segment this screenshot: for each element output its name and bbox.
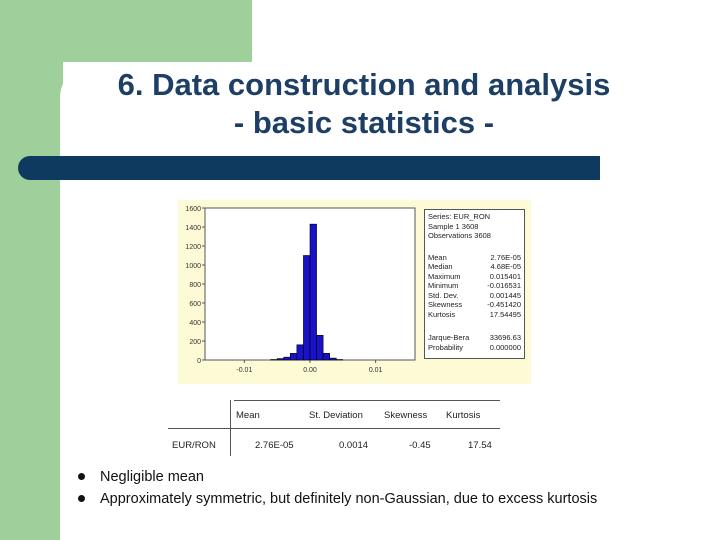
histogram-bar (276, 358, 285, 361)
stats-label: Minimum (428, 281, 459, 290)
table-rule-top (234, 400, 500, 401)
histogram-bar (309, 223, 317, 361)
table-cell-skewness: -0.45 (409, 440, 431, 451)
stats-label: Kurtosis (428, 309, 456, 319)
stats-header: Series: EUR_RON Sample 1 3608 Observatio… (428, 212, 521, 241)
x-tick-label: 0.01 (369, 367, 383, 374)
histogram-bar (316, 335, 324, 361)
stats-value: 33696.63 (489, 333, 521, 342)
x-tick-label: 0.00 (303, 367, 317, 374)
stats-row: Mean 2.76E-05 (428, 253, 521, 263)
title-underline-bar (18, 156, 600, 180)
stats-value: 0.000000 (489, 342, 521, 352)
stats-label: Probability (428, 342, 464, 352)
stats-value: 17.54495 (489, 309, 521, 319)
y-tick-label: 0 (197, 358, 201, 365)
stats-row: Probability 0.000000 (428, 343, 521, 353)
y-tick-label: 1000 (185, 263, 201, 270)
histogram-panel: 1600 1400 1200 1000 800 600 400 200 0 -0.01 0.00 0.… (178, 200, 531, 384)
histogram-bar (303, 255, 311, 361)
stats-label: Mean (428, 252, 447, 262)
table-row-label: EUR/RON (172, 440, 216, 451)
stats-label: Jarque-Bera (428, 333, 470, 342)
stats-row: Median 4.68E-05 (428, 262, 521, 272)
stats-row: Minimum -0.016531 (428, 281, 521, 291)
bullet-dot-icon (78, 495, 85, 502)
y-tick-label: 600 (189, 301, 201, 308)
table-rule-mid (168, 428, 500, 429)
stats-row: Kurtosis 17.54495 (428, 310, 521, 320)
table-cell-mean: 2.76E-05 (255, 440, 294, 451)
table-header-mean: Mean (236, 410, 260, 421)
stats-row: Jarque-Bera 33696.63 (428, 333, 521, 343)
stats-value: -0.451420 (487, 300, 521, 309)
title-line-2: - basic statistics - (233, 105, 495, 140)
stats-value: 0.015401 (489, 271, 521, 281)
table-cell-stdev: 0.0014 (339, 440, 369, 451)
stats-value: 4.68E-05 (490, 262, 521, 271)
y-tick-label: 200 (189, 339, 201, 346)
stats-observations: Observations 3608 (428, 231, 491, 240)
stats-label: Median (428, 262, 453, 271)
y-tick-label: 1200 (185, 244, 201, 251)
table-header-kurtosis: Kurtosis (446, 410, 481, 421)
title-line-1: 6. Data construction and analysis (117, 67, 611, 102)
histogram-bar (329, 357, 337, 361)
stats-row: Skewness -0.451420 (428, 300, 521, 310)
stats-series: Series: EUR_RON (428, 212, 491, 221)
slide-title: 6. Data construction and analysis - basi… (64, 66, 664, 142)
y-tick-label: 1600 (185, 206, 201, 213)
histogram-bar (296, 344, 304, 361)
green-side-band (0, 0, 63, 540)
stats-value: 2.76E-05 (490, 252, 521, 262)
y-tick-label: 1400 (185, 225, 201, 232)
stats-row: Std. Dev. 0.001445 (428, 291, 521, 301)
stats-sample: Sample 1 3608 (428, 221, 479, 231)
stats-box: Series: EUR_RON Sample 1 3608 Observatio… (424, 209, 525, 359)
histogram-bar (290, 353, 298, 361)
stats-label: Skewness (428, 300, 463, 309)
summary-table: Mean St. Deviation Skewness Kurtosis EUR… (168, 400, 500, 456)
table-header-stdev: St. Deviation (309, 410, 363, 421)
stats-label: Std. Dev. (428, 290, 459, 300)
stats-value: -0.016531 (487, 281, 521, 290)
y-tick-label: 800 (189, 282, 201, 289)
stats-row: Maximum 0.015401 (428, 272, 521, 282)
stats-rows: Mean 2.76E-05 Median 4.68E-05 Maximum 0.015… (428, 253, 521, 320)
green-top-band (0, 0, 252, 62)
bullet-text: Negligible mean (100, 469, 204, 485)
histogram-bar (283, 356, 291, 361)
table-rule-vertical (230, 400, 231, 456)
table-header-skewness: Skewness (384, 410, 428, 421)
bullet-text: Approximately symmetric, but definitely … (100, 491, 598, 507)
x-tick-label: -0.01 (236, 367, 252, 374)
histogram-chart: 1600 1400 1200 1000 800 600 400 200 0 -0.01 0.00 0.… (185, 206, 416, 374)
jarque-bera-rows: Jarque-Bera 33696.63 Probability 0.000000 (428, 333, 521, 352)
stats-label: Maximum (428, 271, 461, 281)
histogram-bar (322, 353, 330, 361)
y-tick-label: 400 (189, 320, 201, 327)
table-cell-kurtosis: 17.54 (468, 440, 492, 451)
stats-value: 0.001445 (489, 290, 521, 300)
bullet-dot-icon (78, 473, 85, 480)
